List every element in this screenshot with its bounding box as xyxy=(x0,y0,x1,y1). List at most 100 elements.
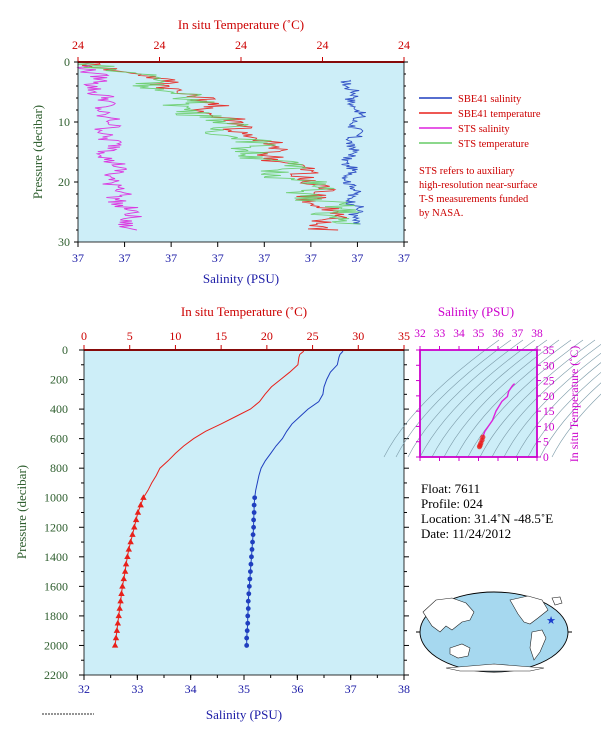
main-panel: In situ Temperature (˚C) 0 5 10 15 20 25 30 35 … xyxy=(14,304,410,722)
main-salinity-tick-label: 34 xyxy=(185,682,197,696)
ts-density-contour xyxy=(539,382,601,458)
salinity-point xyxy=(246,591,252,597)
date: Date: 11/24/2012 xyxy=(421,526,511,541)
main-salinity-tick-label: 32 xyxy=(78,682,90,696)
top-temperature-axis-label: In situ Temperature (˚C) xyxy=(178,17,304,32)
top-salinity-ticks: 37 37 37 37 37 37 37 37 xyxy=(72,242,410,265)
salinity-point xyxy=(249,547,255,552)
temperature-point xyxy=(118,590,125,596)
main-salinity-ticks: 32 33 34 35 36 37 38 xyxy=(78,675,410,696)
ts-density-contour xyxy=(479,339,596,458)
ts-density-contour xyxy=(395,339,512,458)
ts-salinity-ticks: 32 33 34 35 36 37 38 xyxy=(414,328,543,461)
ts-salinity-tick-label: 35 xyxy=(473,328,485,340)
temperature-point xyxy=(115,612,122,619)
top-panel: In situ Temperature (˚C) 24 24 24 24 24 37 37… xyxy=(30,17,410,286)
top-salinity-tick-label: 37 xyxy=(258,251,270,265)
salinity-point xyxy=(244,635,250,641)
legend-label: STS salinity xyxy=(458,124,510,135)
sts-note: STS refers to auxiliary high-resolution … xyxy=(419,166,538,219)
main-pressure-tick-label: 800 xyxy=(50,461,68,475)
salinity-point xyxy=(250,532,256,538)
float-location-marker-icon: ★ xyxy=(546,615,556,627)
main-pressure-tick-label: 2200 xyxy=(44,668,68,682)
float-number: Float: 7611 xyxy=(421,481,480,496)
ts-temperature-tick-label: 25 xyxy=(543,376,555,388)
temperature-point xyxy=(129,531,136,537)
temperature-point xyxy=(121,568,129,574)
salinity-point xyxy=(245,606,251,611)
main-temperature-tick-label: 25 xyxy=(307,329,319,343)
temperature-point xyxy=(132,516,140,523)
top-salinity-tick-label: 37 xyxy=(305,251,317,265)
ts-temperature-tick-label: 10 xyxy=(543,421,555,433)
ts-salinity-tick-label: 34 xyxy=(453,328,465,340)
ts-temperature-tick-label: 30 xyxy=(543,360,555,372)
salinity-point xyxy=(245,598,251,604)
top-salinity-tick-label: 37 xyxy=(212,251,224,265)
main-pressure-ticks: 0 200 400 600 800 1000 1200 1400 1600 1800 2000 220… xyxy=(44,343,409,682)
top-pressure-tick-label: 10 xyxy=(58,115,70,129)
main-pressure-tick-label: 200 xyxy=(50,373,68,387)
ts-density-contour xyxy=(419,339,536,458)
ts-density-contour xyxy=(503,352,601,458)
map-north-america xyxy=(509,595,549,625)
map-south-america xyxy=(529,629,547,661)
ts-density-contour xyxy=(443,339,560,458)
main-panel-background xyxy=(84,350,404,675)
ts-density-contour xyxy=(515,362,601,458)
ts-temperature-axis-label: In situ Temperature (˚C) xyxy=(567,346,581,463)
temperature-point xyxy=(127,538,134,545)
ts-salinity-tick-label: 33 xyxy=(434,328,446,340)
top-pressure-tick-label: 0 xyxy=(64,55,70,69)
top-salinity-tick-label: 37 xyxy=(72,251,84,265)
map-continents xyxy=(422,595,563,672)
temperature-point xyxy=(134,509,142,515)
temperature-point xyxy=(140,494,147,500)
temperature-point xyxy=(122,560,130,567)
ts-temperature-tick-label: 35 xyxy=(543,345,555,357)
map-antarctica xyxy=(445,663,545,672)
world-map: ★ xyxy=(416,591,572,673)
salinity-point xyxy=(250,539,255,545)
salinity-point xyxy=(251,517,256,523)
ts-density-contour xyxy=(407,339,524,458)
legend-label: SBE41 temperature xyxy=(458,109,541,120)
main-pressure-tick-label: 1400 xyxy=(44,550,68,564)
top-salinity-tick-label: 37 xyxy=(119,251,131,265)
main-pressure-tick-label: 600 xyxy=(50,432,68,446)
main-pressure-tick-label: 1600 xyxy=(44,579,68,593)
ts-temperature-tick-label: 15 xyxy=(543,406,555,418)
top-panel-frame xyxy=(77,61,405,243)
top-series-sbe41-salinity xyxy=(340,79,366,225)
ts-deep-point xyxy=(480,434,486,440)
top-temperature-tick-label: 24 xyxy=(72,38,84,52)
main-salinity-axis-label: Salinity (PSU) xyxy=(206,707,282,722)
sts-note-line-1: STS refers to auxiliary xyxy=(419,166,515,177)
main-series-group xyxy=(111,350,344,648)
main-salinity-tick-label: 37 xyxy=(345,682,357,696)
main-pressure-axis-label: Pressure (decibar) xyxy=(14,465,29,559)
location: Location: 31.4˚N -48.5˚E xyxy=(421,511,553,526)
salinity-point xyxy=(251,502,257,508)
main-temperature-axis-label: In situ Temperature (˚C) xyxy=(181,304,307,319)
map-greenland xyxy=(551,596,563,606)
salinity-point xyxy=(247,576,253,582)
float-info: Float: 7611 Profile: 024 Location: 31.4˚… xyxy=(421,481,553,541)
salinity-point xyxy=(251,524,256,530)
top-pressure-axis-label: Pressure (decibar) xyxy=(30,105,45,199)
top-series-sts-temperature xyxy=(77,61,360,225)
sts-note-line-3: T-S measurements funded xyxy=(419,194,529,205)
main-temperature-tick-label: 5 xyxy=(127,329,133,343)
temperature-point xyxy=(119,582,126,589)
main-salinity-tick-label: 36 xyxy=(291,682,303,696)
main-pressure-tick-label: 2000 xyxy=(44,638,68,652)
salinity-point xyxy=(245,620,251,626)
top-pressure-tick-label: 20 xyxy=(58,175,70,189)
temperature-point xyxy=(114,619,122,626)
salinity-point xyxy=(244,643,250,648)
salinity-point xyxy=(246,583,252,589)
ts-temperature-tick-label: 20 xyxy=(543,391,555,403)
temperature-point xyxy=(137,501,144,508)
main-pressure-tick-label: 1800 xyxy=(44,609,68,623)
